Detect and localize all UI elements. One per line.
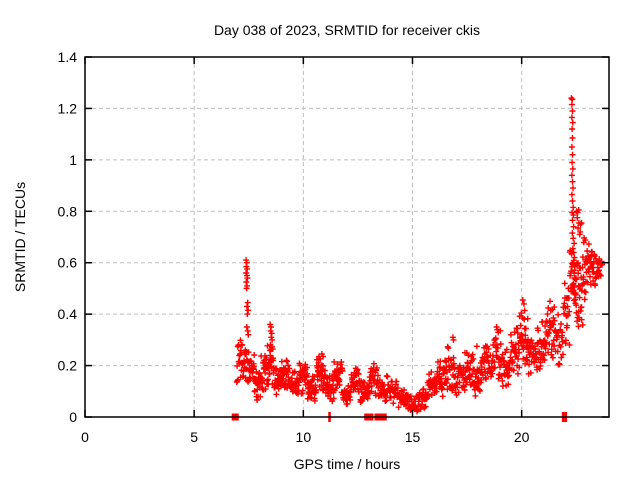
x-tick-label: 0 [81,429,89,445]
data-plus-markers [233,95,606,415]
y-tick-label: 0.2 [58,358,78,374]
y-tick-label: 0.6 [58,255,78,271]
y-axis-label: SRMTID / TECUs [12,182,28,292]
x-tick-label: 5 [190,429,198,445]
y-tick-label: 0 [69,409,77,425]
plot-border [84,56,610,418]
grid-lines [85,57,609,417]
tick-labels: 0 5 10 15 20 0 0.2 0.4 0.6 0.8 1 1.2 1.4 [58,49,530,445]
y-tick-label: 0.4 [58,306,78,322]
y-tick-label: 0.8 [58,203,78,219]
x-axis-label: GPS time / hours [294,456,401,472]
y-tick-label: 1 [69,152,77,168]
y-tick-label: 1.4 [58,49,78,65]
y-tick-label: 1.2 [58,100,78,116]
x-tick-label: 10 [296,429,312,445]
scatter-points [233,95,606,415]
axis-ticks [84,56,609,418]
x-tick-label: 20 [514,429,530,445]
x-tick-label: 15 [405,429,421,445]
chart-title: Day 038 of 2023, SRMTID for receiver cki… [214,22,480,38]
